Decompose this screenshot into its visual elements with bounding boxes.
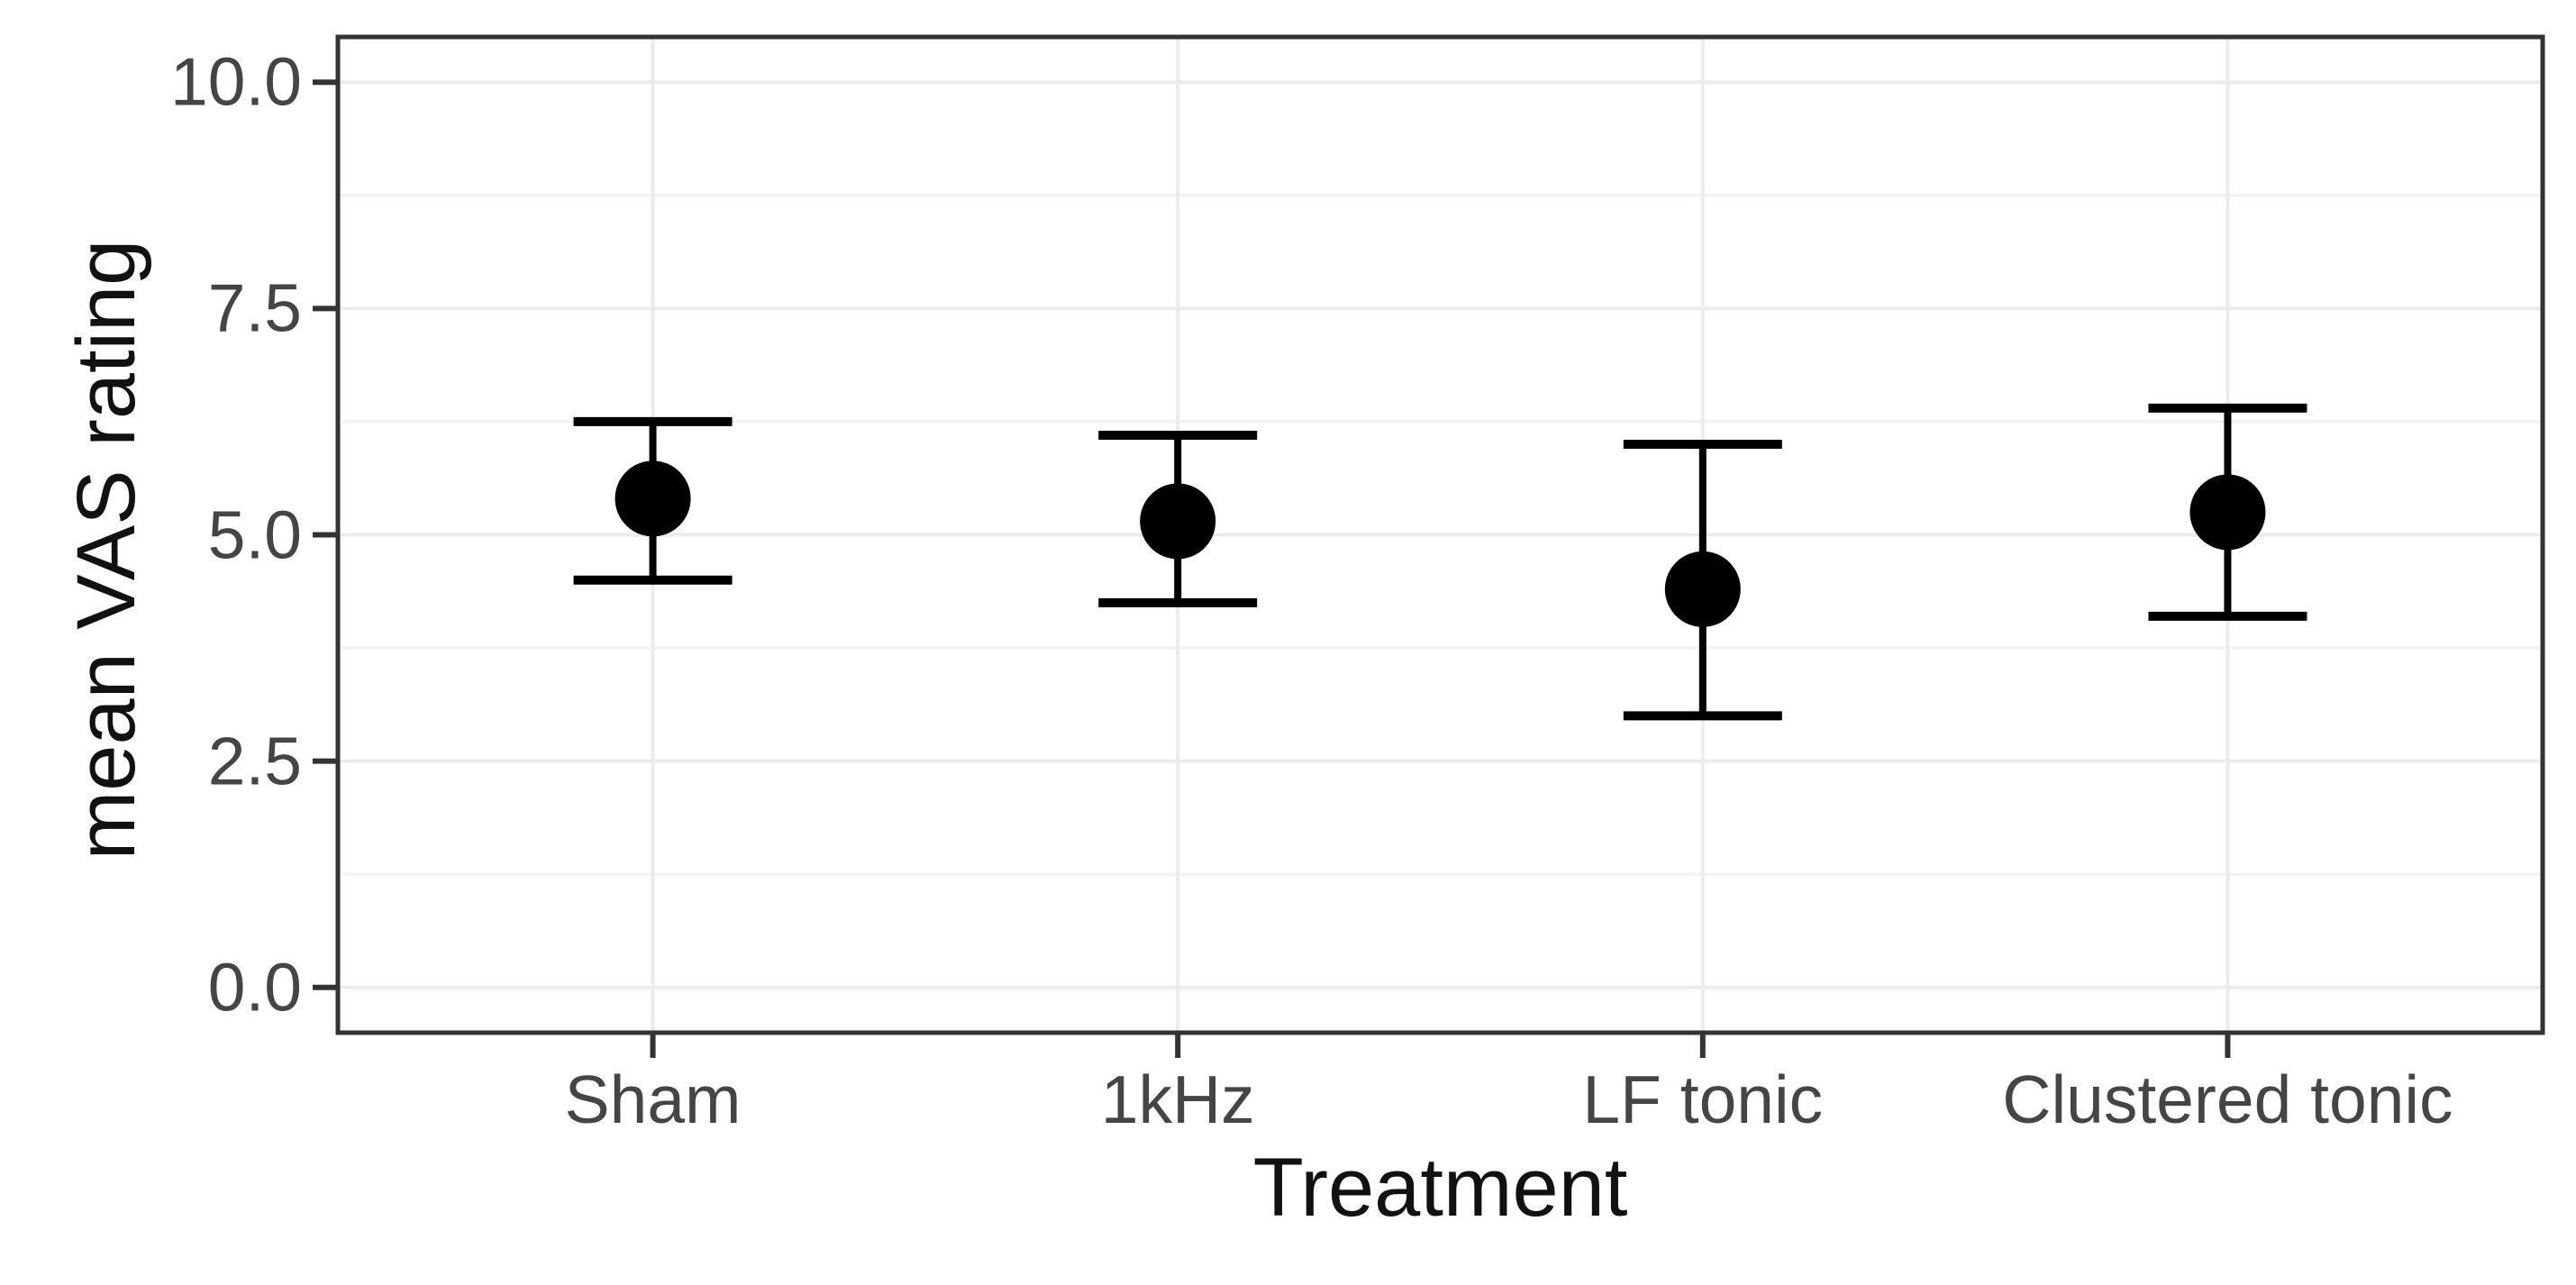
- x-axis-tick-label: Clustered tonic: [2002, 1062, 2453, 1137]
- y-axis-tick-label: 2.5: [207, 723, 302, 799]
- x-axis-tick-label: LF tonic: [1582, 1062, 1824, 1137]
- data-point: [1664, 551, 1741, 627]
- y-axis-title: mean VAS rating: [60, 239, 152, 861]
- x-axis-title: Treatment: [1252, 1142, 1628, 1234]
- y-axis-tick-label: 10.0: [170, 43, 302, 120]
- x-axis-tick-label: 1kHz: [1100, 1062, 1255, 1137]
- y-axis-tick-label: 0.0: [207, 949, 302, 1025]
- y-axis-tick-label: 7.5: [207, 269, 302, 346]
- data-point: [614, 460, 691, 537]
- panel-border: [335, 34, 2545, 1035]
- y-axis-tick-label: 5.0: [207, 497, 302, 572]
- data-point: [1140, 483, 1216, 560]
- x-axis-tick-label: Sham: [564, 1062, 742, 1137]
- data-point: [2189, 474, 2266, 551]
